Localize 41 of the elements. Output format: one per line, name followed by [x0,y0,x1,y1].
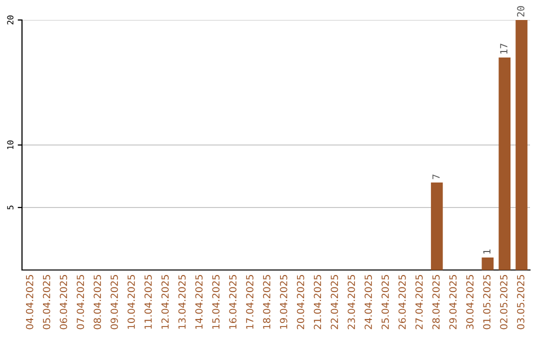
x-tick-label: 04.04.2025 [26,275,34,330]
x-tick-label: 13.04.2025 [178,275,186,329]
x-tick-label: 23.04.2025 [348,275,356,330]
x-tick-label: 05.04.2025 [42,275,50,330]
x-tick-label: 22.04.2025 [330,275,338,330]
bar [430,182,443,270]
x-tick-label: 08.04.2025 [94,275,102,330]
x-tick-label: 06.04.2025 [60,275,68,330]
x-tick-label: 16.04.2025 [229,275,236,329]
x-tick-label: 11.04.2025 [144,275,152,329]
x-tick-label: 17.04.2025 [246,275,254,329]
x-tick-label: 07.04.2025 [76,275,84,330]
x-tick-label: 21.04.2025 [314,275,322,330]
x-tick-label: 27.04.2025 [415,275,423,330]
x-tick-label: 30.04.2025 [466,275,474,330]
x-tick-label: 12.04.2025 [161,275,169,329]
x-tick-label: 03.05.2025 [517,275,524,330]
x-tick-label: 25.04.2025 [382,275,389,330]
data-label: 20 [517,6,524,16]
y-tick-label: 10 [7,140,14,150]
x-tick-label: 28.04.2025 [432,275,440,330]
x-tick-label: 29.04.2025 [449,275,457,330]
x-tick-label: 18.04.2025 [263,275,270,329]
x-tick-label: 10.04.2025 [128,275,135,329]
x-tick-label: 26.04.2025 [398,275,406,330]
x-tick-label: 24.04.2025 [364,275,372,330]
bar [498,58,511,270]
x-tick-label: 02.05.2025 [500,275,508,330]
data-label: 17 [500,44,508,54]
x-tick-label: 20.04.2025 [296,275,304,330]
y-tick-label: 20 [7,16,14,24]
bar [482,258,494,270]
bar [516,20,528,270]
y-tick-label: 5 [7,206,14,210]
x-tick-label: 19.04.2025 [280,275,288,329]
x-tick-label: 09.04.2025 [110,275,118,330]
data-label: 1 [483,250,490,254]
x-tick-label: 15.04.2025 [212,275,220,329]
data-label: 7 [432,174,440,180]
x-tick-label: 14.04.2025 [195,275,203,329]
x-tick-label: 01.05.2025 [483,275,490,330]
